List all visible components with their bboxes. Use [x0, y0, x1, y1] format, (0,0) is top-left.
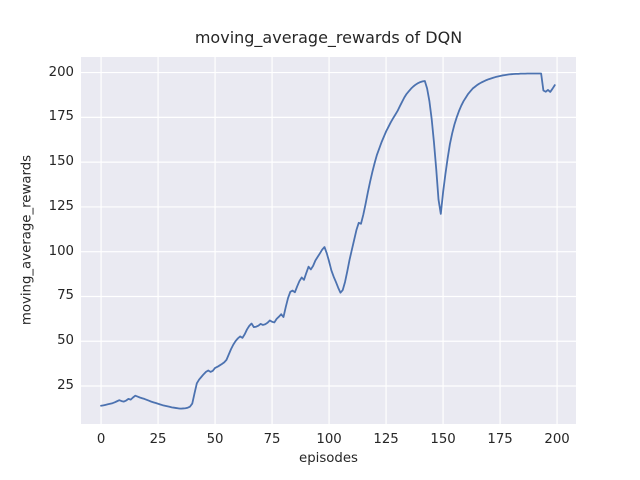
y-tick-label: 200 — [48, 64, 74, 80]
x-tick-label: 200 — [544, 432, 570, 447]
line-plot-svg — [81, 57, 576, 424]
x-tick-label: 75 — [263, 432, 281, 447]
x-tick-label: 175 — [487, 432, 513, 447]
x-tick-label: 100 — [316, 432, 342, 447]
plot-area — [81, 57, 576, 424]
x-tick-label: 25 — [149, 432, 167, 447]
y-tick-label: 125 — [48, 198, 74, 214]
x-tick-label: 150 — [430, 432, 456, 447]
chart-title: moving_average_rewards of DQN — [194, 28, 463, 47]
x-axis-label: episodes — [299, 451, 358, 466]
y-tick-label: 100 — [48, 243, 74, 259]
x-tick-label: 50 — [206, 432, 224, 447]
y-tick-label: 150 — [48, 154, 74, 170]
y-tick-label: 25 — [57, 378, 74, 394]
x-tick-label: 125 — [373, 432, 399, 447]
y-tick-label: 50 — [57, 333, 74, 349]
y-tick-label: 75 — [57, 288, 74, 304]
y-tick-label: 175 — [48, 109, 74, 125]
series-line — [100, 72, 556, 410]
x-tick-label: 0 — [96, 432, 106, 447]
